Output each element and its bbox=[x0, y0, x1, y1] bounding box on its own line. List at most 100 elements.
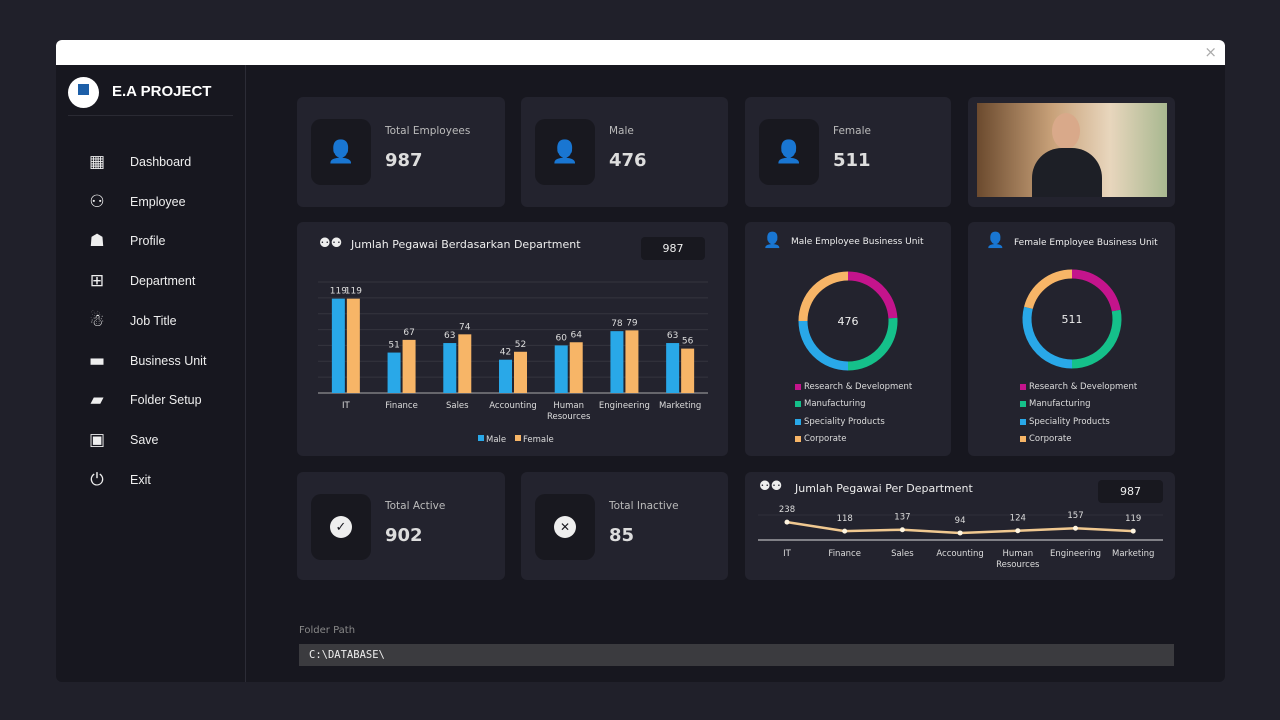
folder-path-label: Folder Path bbox=[299, 625, 356, 636]
male-business-unit-card: 👤 Male Employee Business Unit 476 Resear… bbox=[745, 222, 951, 456]
kpi-value: 85 bbox=[609, 525, 635, 546]
sidebar-item-save[interactable]: ▣ Save bbox=[86, 426, 236, 454]
data-point bbox=[1073, 525, 1078, 531]
line-chart: 238 IT 118 Finance 137 Sales 94 Accounting 124 Hu… bbox=[758, 505, 1163, 570]
close-icon[interactable]: × bbox=[1204, 43, 1217, 61]
data-label: 78 bbox=[611, 319, 623, 329]
sidebar-item-label: Business Unit bbox=[130, 353, 207, 368]
donut-slice bbox=[847, 317, 898, 371]
dept-line-chart-card: ⚉⚉ Jumlah Pegawai Per Department 987 238… bbox=[745, 472, 1175, 580]
legend-item: Speciality Products bbox=[795, 413, 912, 431]
x-glyph: ✕ bbox=[554, 516, 576, 538]
legend-item: Research & Development bbox=[1020, 378, 1137, 396]
x-tick-label: Finance bbox=[385, 401, 418, 411]
legend-label: Manufacturing bbox=[1029, 399, 1091, 410]
x-tick-label: Sales bbox=[891, 549, 914, 559]
legend-item: Corporate bbox=[1020, 431, 1137, 449]
chart-title: Male Employee Business Unit bbox=[791, 237, 924, 247]
legend-swatch bbox=[1020, 418, 1026, 425]
dashboard-icon: ▦ bbox=[88, 152, 106, 172]
data-label: 238 bbox=[779, 505, 795, 515]
x-tick-label: Human bbox=[1002, 549, 1033, 559]
sidebar-item-label: Folder Setup bbox=[130, 393, 202, 408]
data-label: 119 bbox=[345, 287, 362, 297]
legend-label: Corporate bbox=[804, 434, 847, 445]
data-label: 67 bbox=[403, 328, 414, 338]
profile-photo-card bbox=[968, 97, 1175, 207]
sidebar-item-profile[interactable]: ☗ Profile bbox=[86, 227, 236, 255]
sidebar-item-employee[interactable]: ⚇ Employee bbox=[86, 188, 236, 216]
data-label: 137 bbox=[894, 513, 910, 523]
app-window: × E.A PROJECT ▦ Dashboard ⚇ Employee ☗ Profil… bbox=[56, 40, 1225, 682]
kpi-male: 👤 Male 476 bbox=[521, 97, 728, 207]
save-icon: ▣ bbox=[88, 429, 106, 450]
legend-swatch bbox=[1020, 436, 1026, 443]
data-label: 79 bbox=[626, 318, 638, 328]
bar-male bbox=[499, 359, 512, 393]
male-user-icon: 👤 bbox=[763, 231, 782, 249]
legend-swatch bbox=[478, 435, 484, 441]
check-glyph: ✓ bbox=[330, 516, 352, 538]
data-point bbox=[1130, 528, 1136, 534]
data-label: 63 bbox=[667, 331, 678, 341]
x-tick-label: IT bbox=[342, 401, 351, 411]
kpi-label: Female bbox=[833, 125, 871, 137]
kpi-label: Total Inactive bbox=[609, 500, 679, 512]
legend-label: Research & Development bbox=[1029, 381, 1138, 392]
briefcase-icon: ▬ bbox=[88, 350, 106, 371]
legend-label: Female bbox=[523, 435, 554, 445]
sidebar-item-label: Profile bbox=[130, 234, 166, 249]
legend-item: Manufacturing bbox=[1020, 396, 1137, 414]
data-point bbox=[784, 519, 790, 525]
sidebar-item-label: Employee bbox=[130, 194, 186, 209]
x-tick-label: Accounting bbox=[936, 549, 983, 559]
bar-female bbox=[458, 334, 472, 393]
data-label: 119 bbox=[1125, 514, 1141, 524]
sidebar-item-folder-setup[interactable]: ▰ Folder Setup bbox=[86, 386, 236, 414]
sidebar-item-dashboard[interactable]: ▦ Dashboard bbox=[86, 148, 236, 176]
sidebar-item-department[interactable]: ⊞ Department bbox=[86, 267, 236, 295]
bar-male bbox=[387, 352, 401, 393]
donut-slice bbox=[798, 320, 849, 371]
total-badge: 987 bbox=[1098, 480, 1163, 503]
legend-swatch bbox=[795, 401, 801, 408]
x-tick-label: Engineering bbox=[1050, 549, 1101, 559]
sidebar-item-label: Save bbox=[130, 432, 159, 447]
female-user-icon: 👤 bbox=[986, 231, 1005, 249]
legend: Research & Development Manufacturing Speci… bbox=[795, 378, 912, 448]
total-badge: 987 bbox=[641, 237, 705, 260]
sidebar: E.A PROJECT ▦ Dashboard ⚇ Employee ☗ Profile ⊞… bbox=[56, 65, 246, 682]
folder-path-input[interactable]: C:\DATABASE\ bbox=[299, 644, 1174, 666]
kpi-value: 511 bbox=[833, 150, 871, 171]
kpi-label: Total Active bbox=[385, 500, 446, 512]
bar-male bbox=[443, 343, 457, 393]
data-label: 52 bbox=[515, 340, 526, 350]
data-label: 124 bbox=[1010, 514, 1026, 524]
data-point bbox=[842, 528, 848, 534]
sidebar-item-job-title[interactable]: ☃ Job Title bbox=[86, 307, 236, 335]
data-label: 94 bbox=[955, 516, 966, 526]
sidebar-item-label: Exit bbox=[130, 472, 151, 487]
legend: Research & Development Manufacturing Speci… bbox=[1020, 378, 1137, 448]
data-label: 157 bbox=[1067, 511, 1083, 521]
legend-swatch bbox=[795, 418, 801, 425]
bar-female bbox=[625, 330, 639, 393]
team-growth-icon: ⚉⚉ bbox=[759, 479, 783, 494]
kpi-value: 476 bbox=[609, 150, 647, 171]
check-icon: ✓ bbox=[311, 494, 371, 560]
data-label: 119 bbox=[330, 287, 347, 297]
dept-bar-chart-card: ⚉⚉ Jumlah Pegawai Berdasarkan Department… bbox=[297, 222, 728, 456]
sidebar-item-label: Job Title bbox=[130, 313, 177, 328]
kpi-label: Male bbox=[609, 125, 634, 137]
bar-female bbox=[402, 339, 416, 393]
sidebar-item-exit[interactable]: ⏻ Exit bbox=[86, 466, 236, 494]
x-tick-label: Accounting bbox=[489, 401, 536, 411]
data-label: 118 bbox=[837, 514, 853, 524]
legend-label: Speciality Products bbox=[1029, 416, 1110, 427]
sidebar-item-business-unit[interactable]: ▬ Business Unit bbox=[86, 347, 236, 375]
legend-swatch bbox=[515, 435, 521, 441]
data-label: 60 bbox=[555, 333, 567, 343]
x-tick-label: Marketing bbox=[1112, 549, 1154, 559]
kpi-total-inactive: ✕ Total Inactive 85 bbox=[521, 472, 728, 580]
